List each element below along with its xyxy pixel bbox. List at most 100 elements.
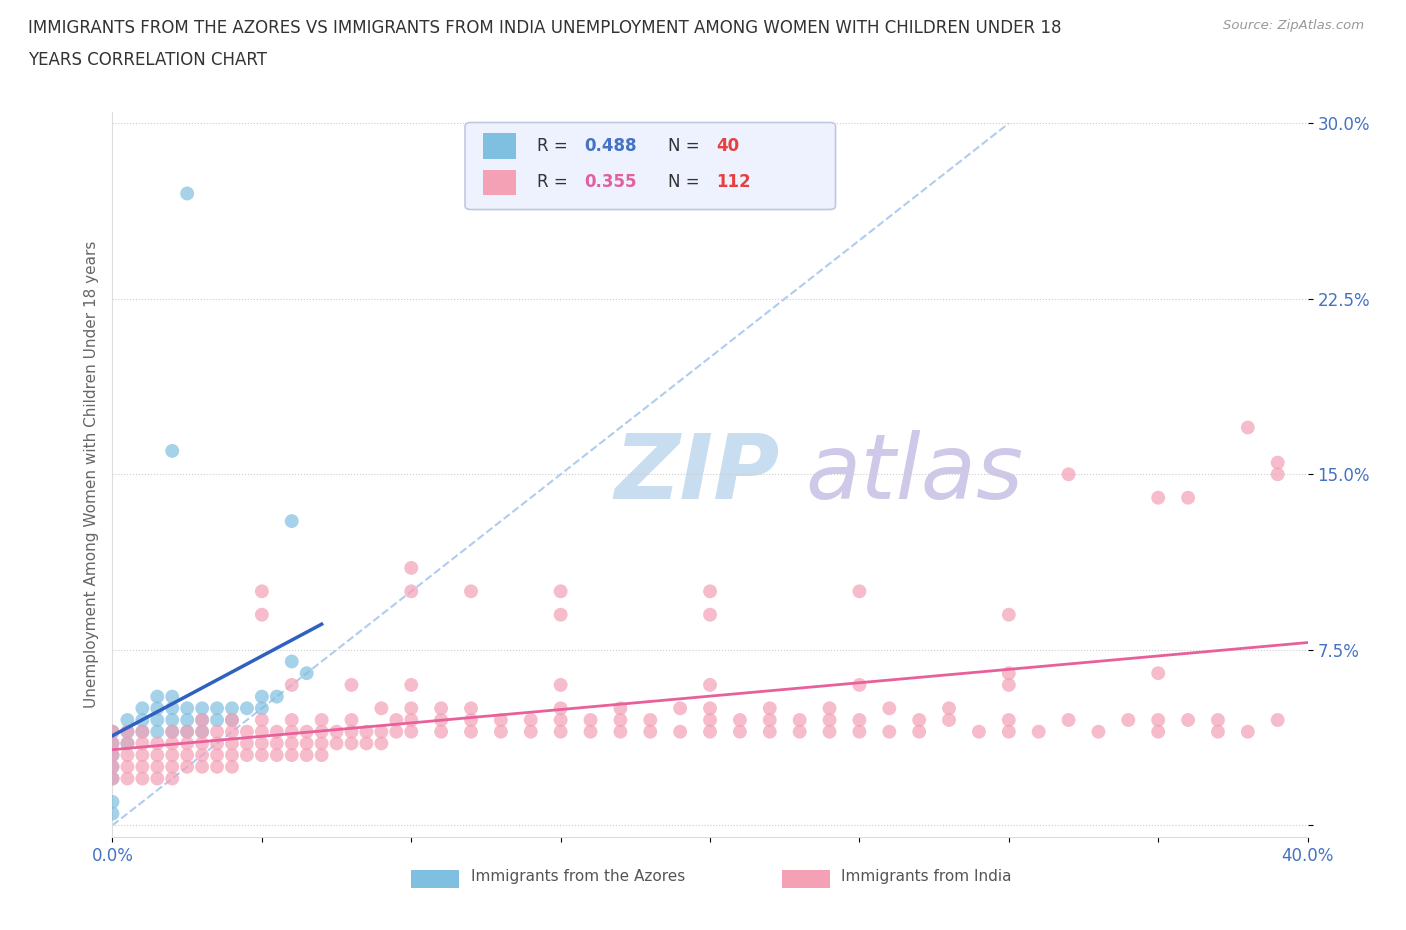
Point (250, 607, 273, 622)
FancyBboxPatch shape (465, 123, 835, 209)
Point (1206, 712, 1229, 727)
Point (1267, 455, 1289, 470)
Point (266, 748, 288, 763)
Point (520, 712, 543, 727)
Point (340, 736, 363, 751)
Point (848, 724, 870, 739)
Point (146, 724, 169, 739)
Point (370, 736, 392, 751)
Point (848, 712, 870, 727)
Text: Immigrants from the Azores: Immigrants from the Azores (471, 870, 685, 884)
Point (101, 760, 124, 775)
Point (191, 712, 214, 727)
Point (699, 584, 721, 599)
Point (191, 748, 214, 763)
Point (176, 736, 198, 751)
Point (176, 701, 198, 716)
Point (818, 701, 841, 716)
Point (325, 724, 347, 739)
Point (236, 736, 259, 751)
Point (101, 806, 124, 821)
Point (146, 771, 169, 786)
Point (281, 712, 304, 727)
Point (191, 712, 214, 727)
Point (908, 724, 931, 739)
Point (162, 724, 183, 739)
Bar (484, 169, 516, 195)
Point (221, 701, 243, 716)
Point (669, 701, 692, 716)
Point (370, 701, 392, 716)
Point (162, 701, 183, 716)
Point (311, 724, 333, 739)
Point (460, 724, 482, 739)
Point (101, 724, 124, 739)
Point (266, 724, 288, 739)
Point (176, 724, 198, 739)
Point (191, 724, 214, 739)
Point (295, 748, 318, 763)
Point (162, 760, 183, 775)
Point (998, 607, 1021, 622)
Point (101, 771, 124, 786)
Point (699, 677, 721, 692)
Point (162, 724, 183, 739)
Point (281, 724, 304, 739)
Point (699, 724, 721, 739)
Text: Immigrants from India: Immigrants from India (842, 870, 1012, 884)
Point (221, 712, 243, 727)
Point (1237, 420, 1260, 435)
Point (101, 760, 124, 775)
Point (101, 794, 124, 809)
Point (295, 724, 318, 739)
Point (146, 736, 169, 751)
Text: 0.488: 0.488 (585, 137, 637, 154)
Point (236, 724, 259, 739)
Point (101, 748, 124, 763)
Point (236, 748, 259, 763)
Point (848, 584, 870, 599)
Point (1177, 490, 1199, 505)
Point (311, 712, 333, 727)
Point (117, 712, 139, 727)
Point (1057, 467, 1080, 482)
Point (1087, 724, 1109, 739)
Point (131, 724, 153, 739)
Point (460, 584, 482, 599)
Point (998, 724, 1021, 739)
Point (550, 584, 572, 599)
Point (117, 736, 139, 751)
Point (609, 724, 631, 739)
Point (205, 736, 228, 751)
Point (205, 760, 228, 775)
Point (162, 689, 183, 704)
Point (385, 724, 408, 739)
Point (250, 748, 273, 763)
Point (101, 736, 124, 751)
Point (401, 677, 423, 692)
Point (998, 666, 1021, 681)
Point (221, 748, 243, 763)
Point (908, 712, 931, 727)
Point (340, 712, 363, 727)
Point (117, 724, 139, 739)
Point (789, 712, 811, 727)
Point (162, 712, 183, 727)
Point (550, 607, 572, 622)
Text: ZIP: ZIP (614, 431, 780, 518)
Text: N =: N = (668, 137, 704, 154)
Point (176, 748, 198, 763)
Point (848, 677, 870, 692)
Point (117, 771, 139, 786)
Point (550, 724, 572, 739)
Point (281, 748, 304, 763)
Point (579, 712, 602, 727)
Point (146, 748, 169, 763)
Point (250, 701, 273, 716)
Point (579, 724, 602, 739)
Point (250, 724, 273, 739)
Point (340, 677, 363, 692)
Point (146, 760, 169, 775)
Text: N =: N = (668, 173, 704, 191)
Point (1206, 724, 1229, 739)
